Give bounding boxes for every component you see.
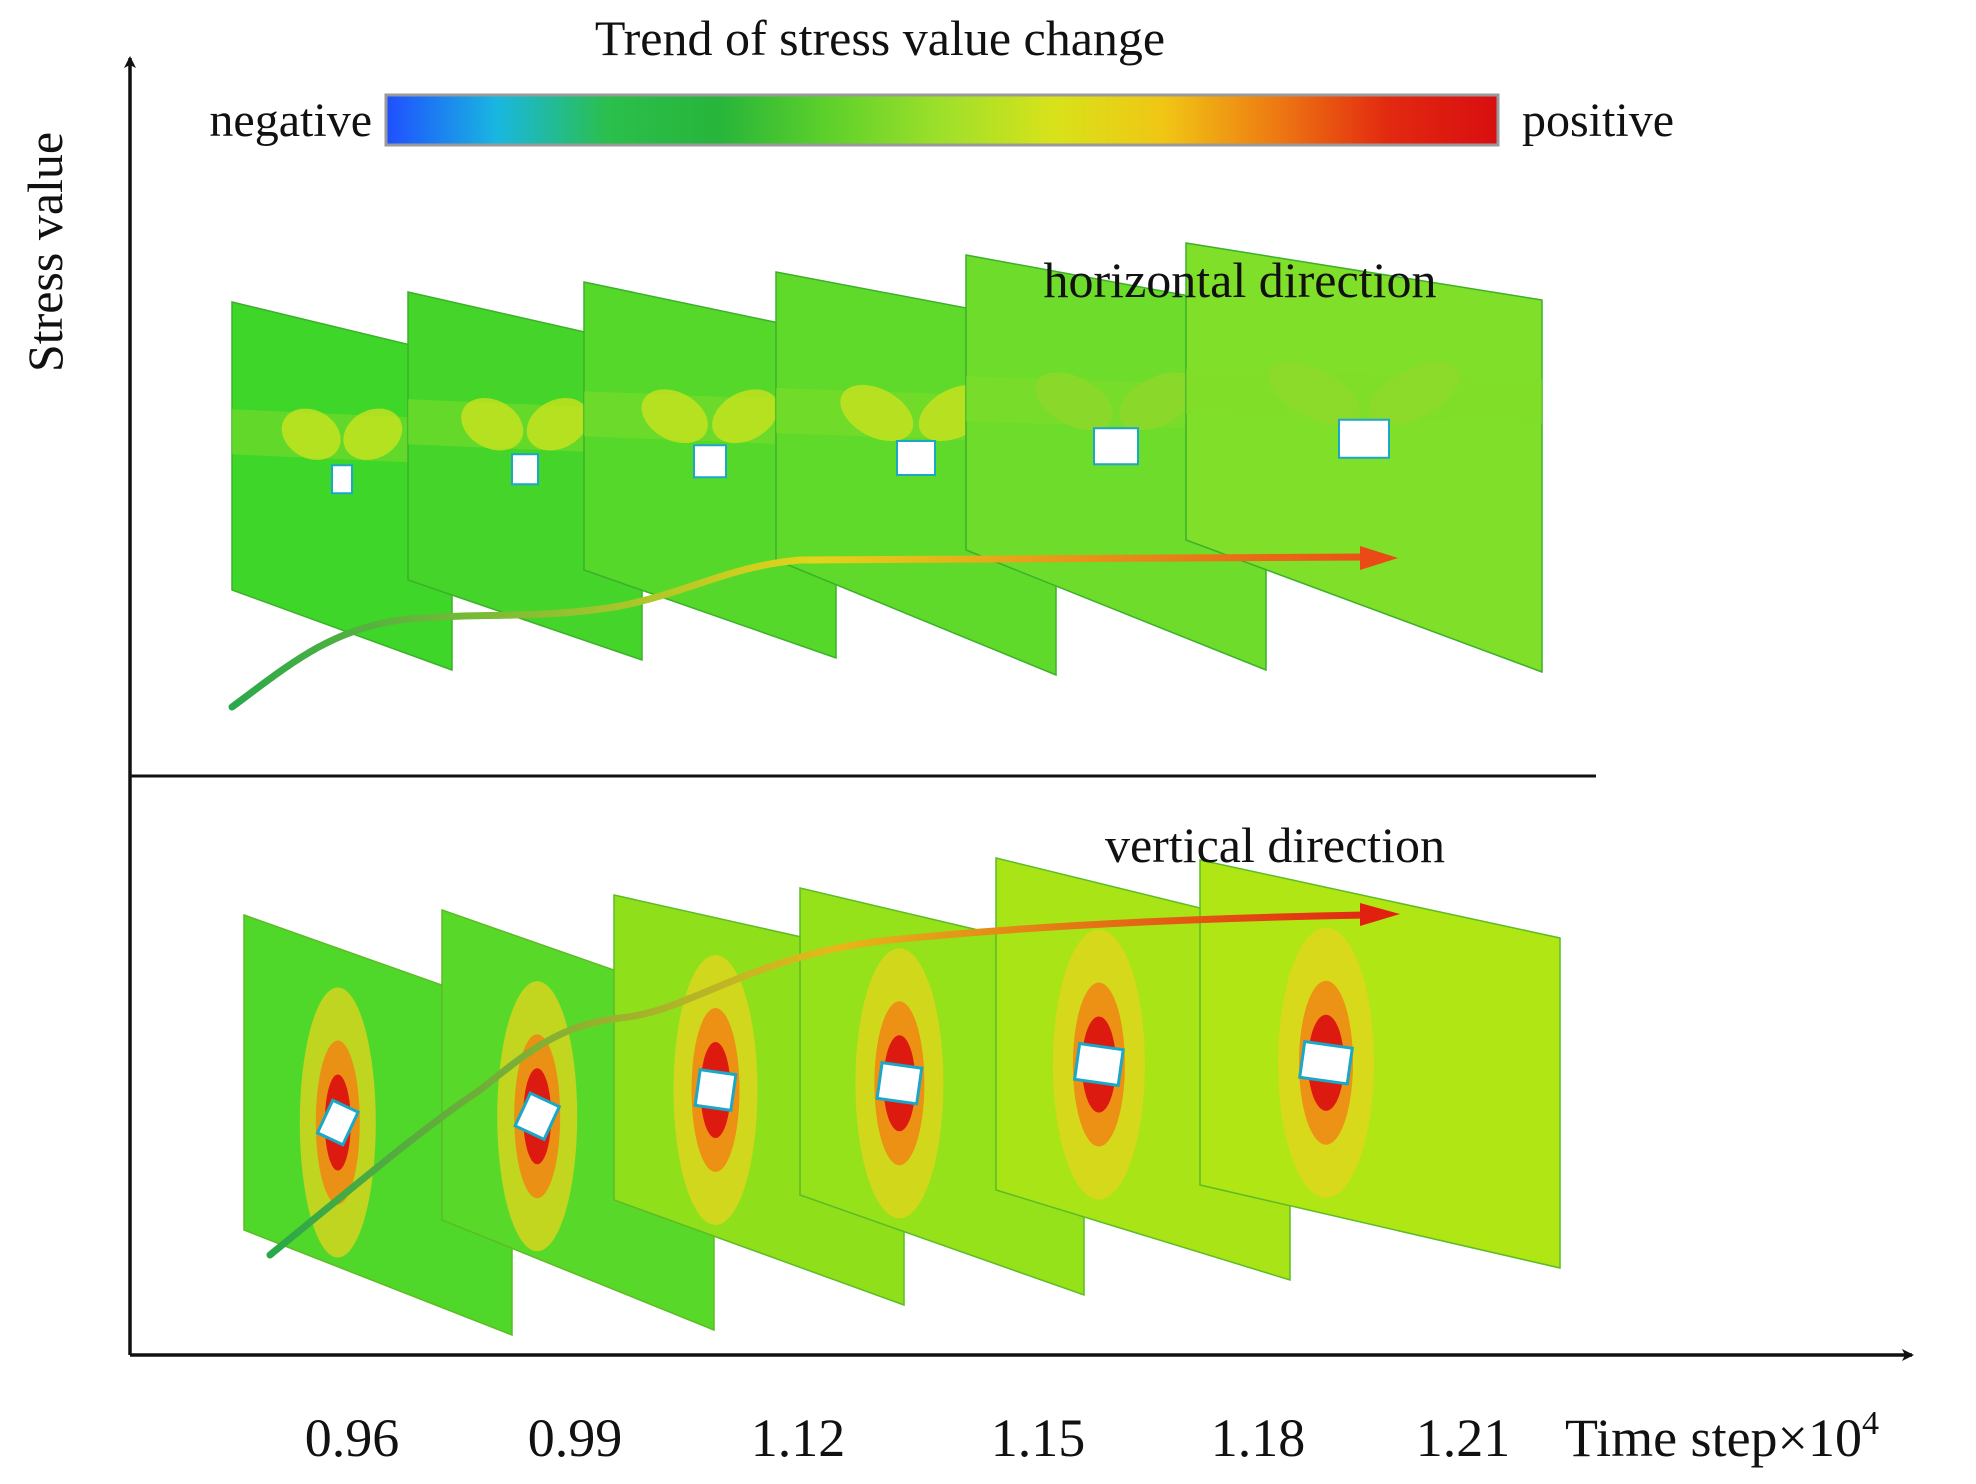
x-tick-label: 0.99 [528,1408,623,1468]
vertical-direction-label: vertical direction [1105,817,1445,873]
x-axis-label-base: Time step×10 [1565,1408,1862,1468]
stress-plate-horizontal [231,301,453,672]
x-tick-labels: 0.96 0.99 1.12 1.15 1.18 1.21 [305,1408,1511,1468]
x-tick-label: 1.12 [751,1408,846,1468]
horizontal-trend-curve [228,553,1369,711]
x-tick-label: 1.15 [991,1408,1086,1468]
horizontal-panel-plates [231,242,1543,677]
stress-plate-horizontal [1185,242,1543,674]
stress-plate-vertical [1199,859,1561,1269]
x-tick-label: 1.18 [1211,1408,1306,1468]
horizontal-direction-label: horizontal direction [1044,252,1437,308]
colorbar-positive-label: positive [1522,94,1674,147]
vertical-panel-plates [243,857,1561,1337]
x-axis-label: Time step×104 [1565,1405,1879,1468]
y-axis-label: Stress value [17,132,73,372]
vertical-trend-curve [266,911,1369,1259]
horizontal-trend-arrowhead [1360,546,1398,570]
x-axis-exponent: 4 [1862,1405,1879,1442]
x-tick-label: 0.96 [305,1408,400,1468]
colorbar [384,93,1500,147]
colorbar-negative-label: negative [209,94,372,147]
x-tick-label: 1.21 [1416,1408,1511,1468]
colorbar-title: Trend of stress value change [595,10,1165,66]
vertical-trend-arrowhead [1360,903,1400,926]
